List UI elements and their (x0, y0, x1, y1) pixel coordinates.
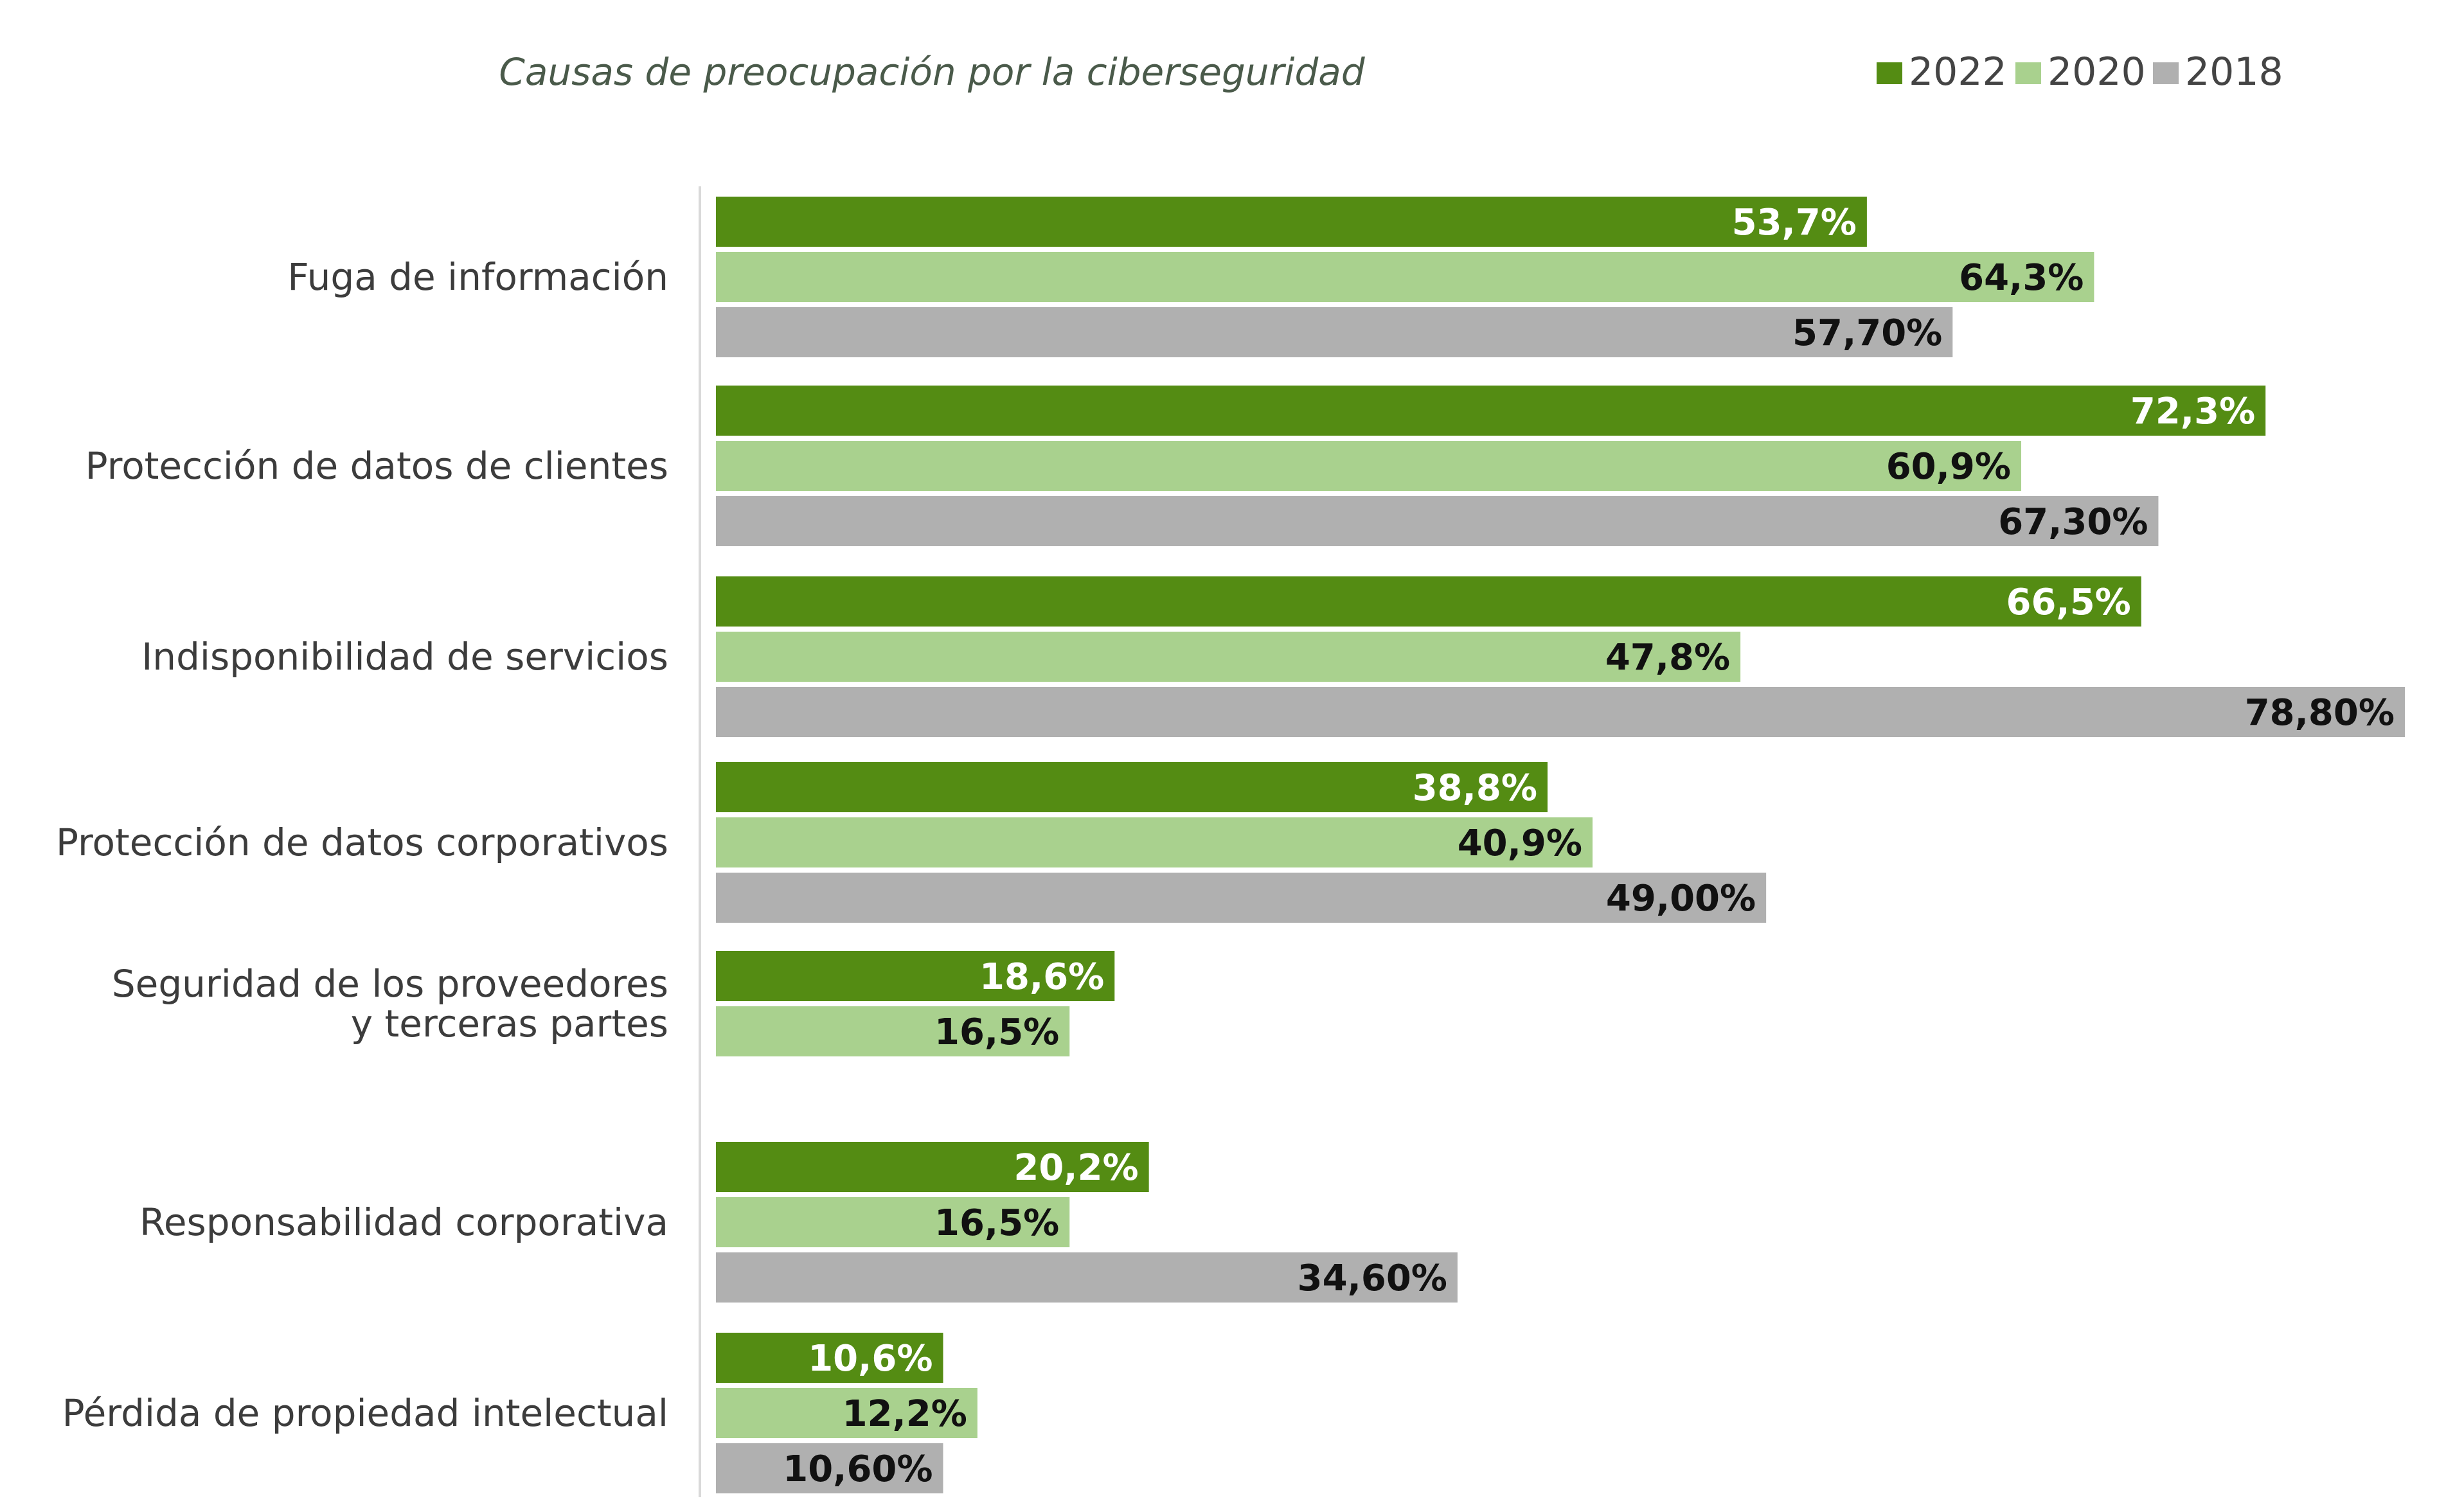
bar-2022 (716, 386, 2266, 436)
bar-2018 (716, 496, 2159, 546)
bar-value-label: 34,60% (1298, 1258, 1447, 1299)
bar-value-label: 60,9% (1886, 446, 2011, 488)
bar-2020 (716, 632, 1741, 682)
bar-2020 (716, 441, 2022, 491)
bar-value-label: 16,5% (934, 1011, 1059, 1053)
category-labels: Fuga de información Protección de datos d… (56, 255, 668, 1435)
legend-label-2018: 2018 (2185, 49, 2283, 94)
legend-swatch-2020 (2015, 62, 2041, 84)
bar-2022 (716, 951, 1115, 1001)
category-label: y terceras partes (351, 1002, 668, 1045)
bar-2018 (716, 687, 2405, 737)
bar-2020 (716, 1388, 978, 1438)
legend-label-2022: 2022 (1909, 49, 2007, 94)
bar-2020 (716, 817, 1593, 867)
bar-2022 (716, 197, 1867, 247)
bar-value-label: 10,60% (783, 1448, 933, 1490)
bar-value-label: 49,00% (1606, 878, 1756, 920)
legend-label-2020: 2020 (2048, 49, 2146, 94)
category-label: Seguridad de los proveedores (112, 962, 668, 1006)
bar-2018 (716, 873, 1767, 923)
bar-value-label: 20,2% (1013, 1147, 1138, 1189)
bar-value-label: 16,5% (934, 1202, 1059, 1244)
bar-value-label: 57,70% (1792, 312, 1942, 354)
bar-2018 (716, 307, 1953, 357)
category-label: Fuga de información (287, 255, 668, 299)
category-label: Pérdida de propiedad intelectual (62, 1391, 668, 1435)
category-label: Protección de datos corporativos (56, 821, 668, 864)
bar-value-label: 67,30% (1998, 501, 2148, 543)
legend: 2022 2020 2018 (1877, 49, 2283, 94)
legend-swatch-2018 (2153, 62, 2179, 84)
bar-2022 (716, 762, 1548, 812)
category-label: Responsabilidad corporativa (139, 1200, 668, 1244)
bar-2020 (716, 1006, 1070, 1056)
bars (716, 197, 2405, 1493)
bar-value-label: 47,8% (1605, 637, 1730, 679)
bar-value-label: 12,2% (843, 1393, 967, 1435)
bar-2020 (716, 252, 2094, 302)
bar-value-labels: 53,7% 64,3% 57,70% 72,3% 60,9% 67,30% 66,5% 47,… (783, 202, 2395, 1490)
bar-value-label: 78,80% (2245, 692, 2395, 734)
category-label: Indisponibilidad de servicios (141, 635, 668, 679)
bar-value-label: 66,5% (2006, 582, 2130, 623)
bar-value-label: 53,7% (1732, 202, 1857, 244)
bar-2022 (716, 576, 2141, 627)
bar-value-label: 72,3% (2130, 391, 2255, 432)
bar-2022 (716, 1333, 943, 1383)
bar-value-label: 40,9% (1458, 823, 1582, 864)
legend-swatch-2022 (1877, 62, 1902, 84)
bar-value-label: 10,6% (808, 1338, 933, 1380)
bar-value-label: 38,8% (1413, 767, 1537, 809)
bar-value-label: 18,6% (979, 956, 1104, 998)
bar-2022 (716, 1142, 1149, 1192)
bar-value-label: 64,3% (1959, 257, 2084, 299)
bar-2020 (716, 1197, 1070, 1247)
bar-2018 (716, 1252, 1458, 1303)
category-label: Protección de datos de clientes (85, 444, 668, 488)
chart-title: Causas de preocupación por la cibersegur… (499, 50, 1365, 94)
bar-2018 (716, 1443, 943, 1493)
